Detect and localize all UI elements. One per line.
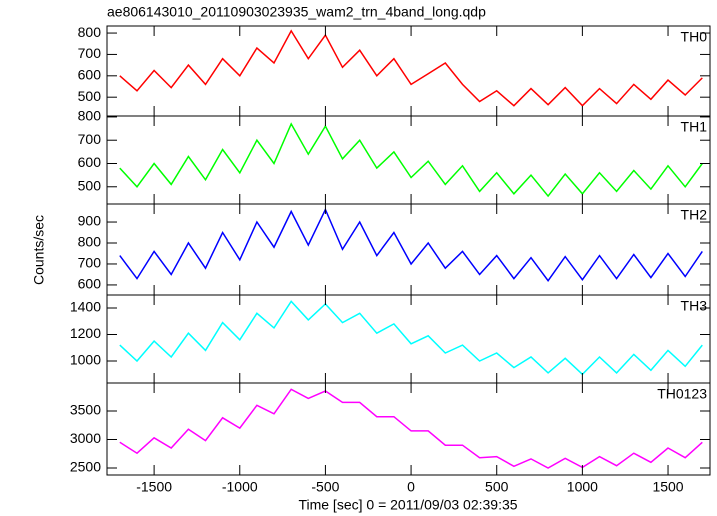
x-tick-label: -1000 xyxy=(222,479,258,495)
y-tick-label: 700 xyxy=(78,131,102,147)
y-tick-label: 1200 xyxy=(70,325,101,341)
y-tick-label: 600 xyxy=(78,67,102,83)
y-tick-label: 900 xyxy=(78,213,102,229)
x-tick-label: -500 xyxy=(311,479,339,495)
x-tick-label: 1500 xyxy=(652,479,683,495)
y-tick-label: 800 xyxy=(78,108,102,124)
panel-frame xyxy=(106,115,711,205)
panel-label: TH1 xyxy=(681,119,708,135)
x-axis-label: Time [sec] 0 = 2011/09/03 02:39:35 xyxy=(298,497,517,513)
y-tick-label: 800 xyxy=(78,234,102,250)
y-tick-label: 500 xyxy=(78,88,102,104)
x-tick-label: 0 xyxy=(407,479,415,495)
y-tick-label: 2500 xyxy=(70,459,101,475)
y-tick-label: 600 xyxy=(78,154,102,170)
y-tick-label: 700 xyxy=(78,255,102,271)
panel-frame xyxy=(106,203,711,296)
chart-title: ae806143010_20110903023935_wam2_trn_4ban… xyxy=(107,4,486,20)
data-line xyxy=(119,122,703,198)
x-tick-label: 1000 xyxy=(567,479,598,495)
y-tick-label: 600 xyxy=(78,276,102,292)
y-tick-label: 800 xyxy=(78,24,102,40)
y-tick-label: 700 xyxy=(78,45,102,61)
panel-label: TH0123 xyxy=(657,386,707,402)
panel-label: TH3 xyxy=(681,298,708,314)
y-tick-label: 3000 xyxy=(70,430,101,446)
x-tick-label: 500 xyxy=(485,479,509,495)
y-tick-label: 3500 xyxy=(70,402,101,418)
data-line xyxy=(119,207,703,282)
y-tick-label: 1400 xyxy=(70,299,101,315)
panel-label: TH0 xyxy=(681,29,708,45)
data-line xyxy=(119,300,703,376)
data-line xyxy=(119,388,703,469)
y-tick-label: 1000 xyxy=(70,352,101,368)
panel-frame xyxy=(106,25,711,117)
panel-frame xyxy=(106,382,711,476)
y-tick-label: 500 xyxy=(78,177,102,193)
panel-label: TH2 xyxy=(681,207,708,223)
x-tick-label: -1500 xyxy=(136,479,172,495)
data-line xyxy=(119,29,703,107)
y-axis-label: Counts/sec xyxy=(31,215,47,285)
